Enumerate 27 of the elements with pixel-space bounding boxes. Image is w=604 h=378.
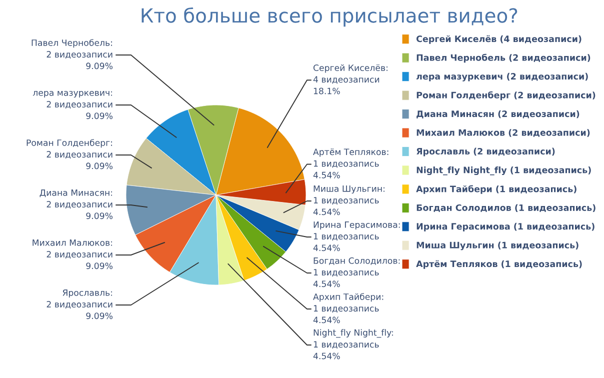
legend-label: Миша Шульгин (1 видеозапись) — [416, 242, 578, 250]
legend-label: Ярославль (2 видеозаписи) — [416, 148, 555, 156]
legend-label: Диана Минасян (2 видеозаписи) — [416, 110, 580, 118]
text: Артём Тепляков: 1 видеозапись 4.54% — [313, 148, 388, 178]
legend-label: Михаил Малюков (2 видеозаписи) — [416, 129, 590, 137]
text: лера мазуркевич: 2 видеозаписи 9.09% — [32, 90, 113, 120]
text: Богдан Солодилов: 1 видеозапись 4.54% — [313, 257, 400, 288]
legend-label: Павел Чернобель (2 видеозаписи) — [416, 54, 590, 63]
text: Ярославль: 2 видеозаписи 9.09% — [46, 289, 113, 320]
legend-label: Богдан Солодилов (1 видеозапись) — [416, 204, 596, 212]
text: Ирина Герасимова: 1 видеозапись 4.54% — [313, 221, 400, 252]
legend-label: лера мазуркевич (2 видеозаписи) — [416, 72, 588, 82]
legend-label: Ирина Герасимова (1 видеозапись) — [416, 222, 594, 232]
text: Павел Чернобель: 2 видеозаписи 9.09% — [32, 39, 113, 70]
text: Night_fly Night_fly: 1 видеозапись 4.54% — [313, 329, 393, 360]
text: Архип Тайбери: 1 видеозапись 4.54% — [313, 293, 384, 324]
text: Роман Голденберг: 2 видеозаписи 9.09% — [26, 139, 113, 170]
text: Диана Минасян: 2 видеозаписи 9.09% — [40, 189, 113, 220]
text: Сергей Киселёв: 4 видеозаписи 18.1% — [313, 64, 388, 94]
legend-label: Сергей Киселёв (4 видеозаписи) — [416, 35, 582, 44]
legend-label: Архип Тайбери (1 видеозапись) — [416, 185, 576, 194]
legend-label: Night_fly Night_fly (1 видеозапись) — [416, 166, 591, 176]
text: Миша Шульгин: 1 видеозапись 4.54% — [313, 185, 384, 216]
legend-label: Роман Голденберг (2 видеозаписи) — [416, 91, 596, 100]
chart-title: Кто больше всего присылает видео? — [142, 7, 518, 27]
legend-label: Артём Тепляков (1 видеозапись) — [416, 260, 582, 269]
text: Михаил Малюков: 2 видеозаписи 9.09% — [32, 239, 113, 270]
